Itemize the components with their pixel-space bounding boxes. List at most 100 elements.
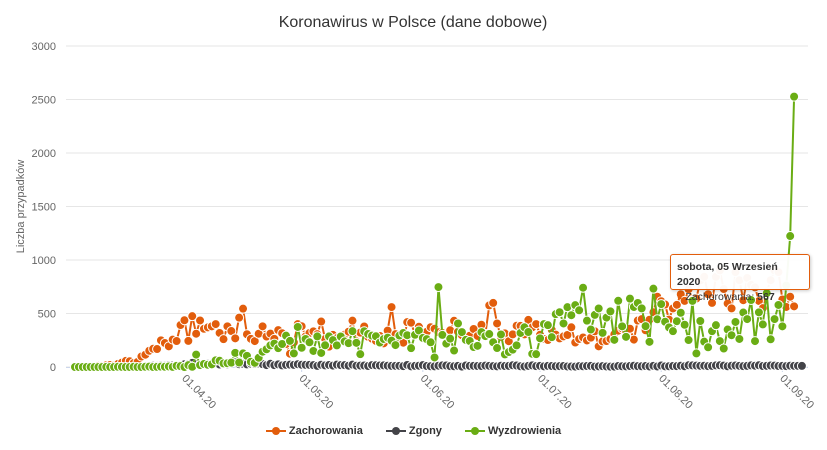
data-point-zachorowania[interactable] — [488, 297, 499, 308]
legend-item-zgony[interactable]: Zgony — [385, 425, 442, 437]
data-point-zachorowania[interactable] — [230, 333, 241, 344]
data-point-wyzdrowienia[interactable] — [667, 326, 678, 337]
data-point-zgony[interactable] — [796, 360, 807, 371]
data-point-zachorowania[interactable] — [257, 321, 268, 332]
data-point-wyzdrowienia[interactable] — [597, 327, 608, 338]
data-point-zachorowania[interactable] — [566, 322, 577, 333]
data-point-zachorowania[interactable] — [406, 317, 417, 328]
data-point-wyzdrowienia[interactable] — [316, 347, 327, 358]
data-point-wyzdrowienia[interactable] — [445, 333, 456, 344]
data-point-wyzdrowienia[interactable] — [449, 345, 460, 356]
data-point-wyzdrowienia[interactable] — [683, 335, 694, 346]
data-point-wyzdrowienia[interactable] — [292, 321, 303, 332]
legend-item-zachorowania[interactable]: Zachorowania — [265, 425, 363, 437]
data-point-wyzdrowienia[interactable] — [675, 307, 686, 318]
data-point-wyzdrowienia[interactable] — [406, 343, 417, 354]
data-point-wyzdrowienia[interactable] — [753, 307, 764, 318]
data-point-wyzdrowienia[interactable] — [578, 282, 589, 293]
data-point-wyzdrowienia[interactable] — [425, 337, 436, 348]
data-point-wyzdrowienia[interactable] — [585, 324, 596, 335]
data-point-wyzdrowienia[interactable] — [554, 307, 565, 318]
data-point-wyzdrowienia[interactable] — [234, 357, 245, 368]
data-point-wyzdrowienia[interactable] — [331, 340, 342, 351]
data-point-wyzdrowienia[interactable] — [574, 305, 585, 316]
data-point-wyzdrowienia[interactable] — [355, 349, 366, 360]
data-point-zachorowania[interactable] — [179, 315, 190, 326]
data-point-zachorowania[interactable] — [386, 302, 397, 313]
data-point-wyzdrowienia[interactable] — [284, 335, 295, 346]
data-point-wyzdrowienia[interactable] — [304, 337, 315, 348]
data-point-zachorowania[interactable] — [218, 334, 229, 345]
data-point-zachorowania[interactable] — [238, 303, 249, 314]
data-point-wyzdrowienia[interactable] — [703, 342, 714, 353]
data-point-wyzdrowienia[interactable] — [691, 348, 702, 359]
data-point-wyzdrowienia[interactable] — [648, 283, 659, 294]
data-point-wyzdrowienia[interactable] — [613, 295, 624, 306]
data-point-wyzdrowienia[interactable] — [679, 319, 690, 330]
data-point-zachorowania[interactable] — [234, 312, 245, 323]
data-point-wyzdrowienia[interactable] — [437, 329, 448, 340]
data-point-wyzdrowienia[interactable] — [730, 316, 741, 327]
data-point-wyzdrowienia[interactable] — [644, 336, 655, 347]
data-point-wyzdrowienia[interactable] — [452, 318, 463, 329]
data-point-wyzdrowienia[interactable] — [429, 352, 440, 363]
data-point-zachorowania[interactable] — [347, 315, 358, 326]
data-point-zachorowania[interactable] — [191, 328, 202, 339]
data-point-wyzdrowienia[interactable] — [695, 315, 706, 326]
data-point-zachorowania[interactable] — [562, 330, 573, 341]
data-point-wyzdrowienia[interactable] — [769, 314, 780, 325]
data-point-zachorowania[interactable] — [210, 319, 221, 330]
data-point-zachorowania[interactable] — [187, 311, 198, 322]
data-point-wyzdrowienia[interactable] — [757, 319, 768, 330]
data-point-wyzdrowienia[interactable] — [296, 342, 307, 353]
data-point-wyzdrowienia[interactable] — [765, 334, 776, 345]
data-point-wyzdrowienia[interactable] — [777, 321, 788, 332]
data-point-zachorowania[interactable] — [671, 299, 682, 310]
data-point-wyzdrowienia[interactable] — [511, 340, 522, 351]
data-point-wyzdrowienia[interactable] — [433, 282, 444, 293]
data-point-wyzdrowienia[interactable] — [726, 330, 737, 341]
data-point-wyzdrowienia[interactable] — [558, 318, 569, 329]
data-point-zachorowania[interactable] — [726, 303, 737, 314]
data-point-wyzdrowienia[interactable] — [656, 299, 667, 310]
data-point-wyzdrowienia[interactable] — [687, 295, 698, 306]
data-point-wyzdrowienia[interactable] — [542, 320, 553, 331]
data-point-wyzdrowienia[interactable] — [710, 320, 721, 331]
data-point-wyzdrowienia[interactable] — [535, 333, 546, 344]
data-point-zachorowania[interactable] — [316, 316, 327, 327]
data-point-wyzdrowienia[interactable] — [605, 306, 616, 317]
data-point-wyzdrowienia[interactable] — [492, 343, 503, 354]
data-point-wyzdrowienia[interactable] — [312, 331, 323, 342]
data-point-zachorowania[interactable] — [492, 318, 503, 329]
data-point-wyzdrowienia[interactable] — [718, 343, 729, 354]
data-point-wyzdrowienia[interactable] — [640, 321, 651, 332]
data-point-wyzdrowienia[interactable] — [734, 333, 745, 344]
data-point-wyzdrowienia[interactable] — [789, 91, 800, 102]
data-point-zachorowania[interactable] — [195, 315, 206, 326]
data-point-wyzdrowienia[interactable] — [472, 340, 483, 351]
legend-item-wyzdrowienia[interactable]: Wyzdrowienia — [464, 425, 561, 437]
data-point-zachorowania[interactable] — [183, 335, 194, 346]
data-point-wyzdrowienia[interactable] — [456, 327, 467, 338]
data-point-wyzdrowienia[interactable] — [609, 334, 620, 345]
data-point-wyzdrowienia[interactable] — [750, 336, 761, 347]
data-point-zachorowania[interactable] — [171, 335, 182, 346]
data-point-zachorowania[interactable] — [789, 301, 800, 312]
data-point-wyzdrowienia[interactable] — [390, 340, 401, 351]
data-point-wyzdrowienia[interactable] — [351, 337, 362, 348]
data-point-wyzdrowienia[interactable] — [546, 332, 557, 343]
data-point-wyzdrowienia[interactable] — [742, 314, 753, 325]
data-point-wyzdrowienia[interactable] — [746, 295, 757, 306]
data-point-wyzdrowienia[interactable] — [484, 329, 495, 340]
data-point-wyzdrowienia[interactable] — [320, 340, 331, 351]
data-point-wyzdrowienia[interactable] — [617, 321, 628, 332]
data-point-wyzdrowienia[interactable] — [523, 327, 534, 338]
data-point-wyzdrowienia[interactable] — [288, 348, 299, 359]
data-point-zachorowania[interactable] — [152, 344, 163, 355]
data-point-wyzdrowienia[interactable] — [785, 231, 796, 242]
data-point-wyzdrowienia[interactable] — [621, 331, 632, 342]
data-point-wyzdrowienia[interactable] — [347, 326, 358, 337]
data-point-wyzdrowienia[interactable] — [636, 303, 647, 314]
data-point-wyzdrowienia[interactable] — [581, 315, 592, 326]
data-point-wyzdrowienia[interactable] — [495, 329, 506, 340]
